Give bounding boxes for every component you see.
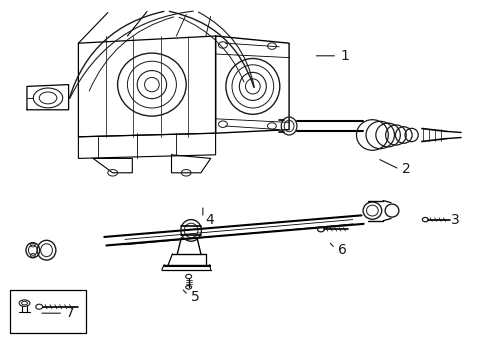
- Ellipse shape: [226, 58, 280, 114]
- Text: 1: 1: [341, 49, 349, 63]
- Bar: [10, 290, 86, 333]
- Text: 3: 3: [451, 213, 460, 226]
- Text: 2: 2: [402, 162, 411, 176]
- Text: 7: 7: [66, 306, 75, 320]
- Text: 5: 5: [191, 290, 200, 304]
- Text: 4: 4: [206, 213, 215, 226]
- Text: 6: 6: [338, 243, 347, 257]
